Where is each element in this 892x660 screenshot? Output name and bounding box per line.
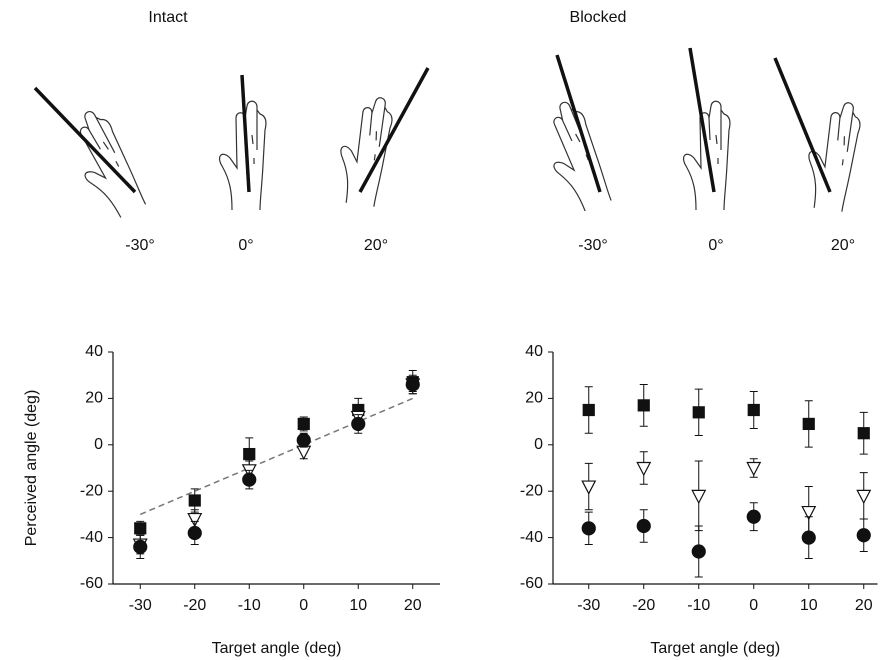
marker <box>746 461 762 477</box>
y-tick-label: -60 <box>80 575 103 592</box>
marker <box>856 489 872 505</box>
rod <box>555 54 602 193</box>
x-tick-label: 20 <box>855 597 873 614</box>
x-tick-label: 0 <box>299 597 308 614</box>
marker <box>405 377 420 392</box>
x-tick-label: -20 <box>632 597 655 614</box>
marker <box>857 427 870 440</box>
heading: Blocked <box>570 9 627 26</box>
marker <box>801 505 817 521</box>
rod <box>33 86 137 194</box>
angle-label: 0° <box>708 237 723 254</box>
marker <box>582 403 595 417</box>
x-tick-label: 10 <box>349 597 367 614</box>
angle-label: 20° <box>364 237 388 254</box>
marker <box>691 544 706 559</box>
x-tick-label: -10 <box>687 597 710 614</box>
x-axis-label: Target angle (deg) <box>650 640 780 657</box>
hand <box>801 97 864 214</box>
marker <box>637 399 650 412</box>
heading: Intact <box>148 9 188 26</box>
marker <box>802 417 815 431</box>
hand <box>333 92 396 209</box>
y-tick-label: -20 <box>80 482 103 499</box>
y-tick-label: 0 <box>534 436 543 453</box>
marker <box>296 445 312 461</box>
marker <box>187 512 203 528</box>
y-tick-label: 20 <box>525 390 543 407</box>
x-tick-label: -30 <box>577 597 600 614</box>
angle-label: -30° <box>578 237 608 254</box>
marker <box>581 480 597 495</box>
marker <box>133 539 148 554</box>
y-tick-label: -20 <box>520 482 543 499</box>
rod <box>773 57 832 193</box>
y-tick-label: 40 <box>525 343 543 360</box>
reference-line <box>139 397 414 516</box>
marker <box>746 509 761 524</box>
x-axis-label: Target angle (deg) <box>212 640 342 657</box>
rod <box>688 47 716 193</box>
y-tick-label: -40 <box>80 529 103 546</box>
hand <box>218 100 267 211</box>
y-tick-label: 0 <box>94 436 103 453</box>
marker <box>747 403 760 417</box>
hand <box>58 104 152 224</box>
angle-label: -30° <box>125 237 155 254</box>
marker <box>351 416 366 432</box>
x-tick-label: -20 <box>183 597 206 614</box>
marker <box>691 489 707 505</box>
x-tick-label: -10 <box>238 597 261 614</box>
marker <box>242 472 257 487</box>
x-tick-label: 0 <box>749 597 758 614</box>
y-tick-label: 20 <box>85 390 103 407</box>
marker <box>188 494 201 507</box>
x-tick-label: -30 <box>129 597 152 614</box>
marker <box>636 461 652 477</box>
y-tick-label: -60 <box>520 575 543 592</box>
marker <box>243 447 256 461</box>
marker <box>856 528 871 543</box>
x-tick-label: 20 <box>404 597 422 614</box>
marker <box>296 433 311 448</box>
marker <box>636 518 651 534</box>
rod <box>358 67 430 193</box>
marker <box>581 521 596 536</box>
y-tick-label: -40 <box>520 529 543 546</box>
marker <box>297 417 310 431</box>
angle-label: 20° <box>831 237 855 254</box>
marker <box>801 530 816 545</box>
angle-label: 0° <box>238 237 253 254</box>
rod <box>240 74 251 193</box>
marker <box>134 522 147 535</box>
marker <box>692 406 705 419</box>
illustrations <box>33 47 864 224</box>
y-axis-label: Perceived angle (deg) <box>23 390 40 547</box>
y-tick-label: 40 <box>85 343 103 360</box>
marker <box>187 525 202 541</box>
x-tick-label: 10 <box>800 597 818 614</box>
